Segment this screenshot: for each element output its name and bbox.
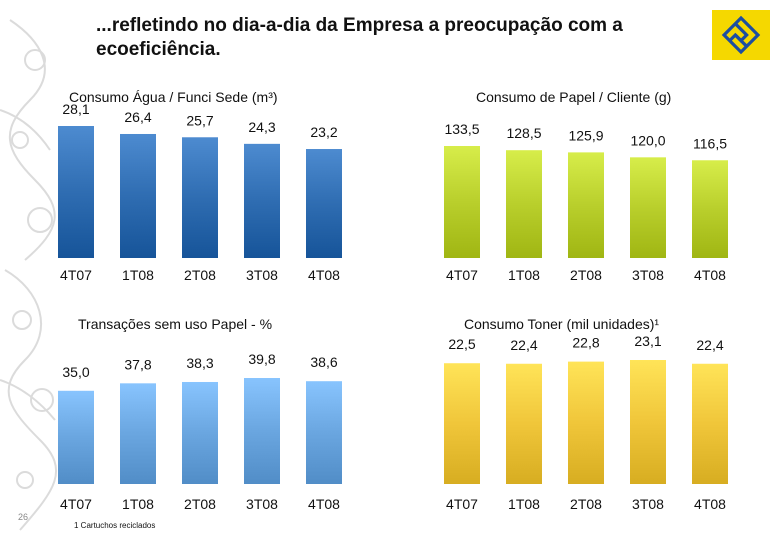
chart-transacoes-sem-papel: Transações sem uso Papel - % 35,0 4T07 37,… [50, 312, 360, 522]
bar-2T08 [568, 361, 604, 484]
value-label: 25,7 [186, 112, 213, 128]
value-label: 35,0 [62, 364, 89, 380]
category-label: 4T08 [308, 267, 340, 283]
chart-title: Consumo Toner (mil unidades)¹ [464, 316, 660, 332]
category-label: 3T08 [246, 496, 278, 512]
bar-1T08 [506, 150, 542, 258]
page-number: 26 [18, 512, 29, 522]
bar-2T08 [182, 137, 218, 258]
bar-1T08 [120, 133, 156, 258]
category-label: 1T08 [122, 267, 154, 283]
footnote: 1 Cartuchos reciclados [74, 521, 156, 530]
category-label: 2T08 [570, 267, 602, 283]
bar-4T07 [444, 363, 480, 484]
bar-4T08 [306, 149, 342, 258]
value-label: 39,8 [248, 351, 275, 367]
value-label: 38,6 [310, 354, 337, 370]
chart-consumo-papel: Consumo de Papel / Cliente (g) 133,5 4T07… [432, 86, 742, 291]
bar-4T07 [444, 146, 480, 258]
bar-1T08 [506, 363, 542, 484]
bar-4T08 [692, 160, 728, 258]
value-label: 128,5 [506, 125, 541, 141]
bar-4T08 [306, 381, 342, 484]
category-label: 1T08 [508, 267, 540, 283]
category-label: 2T08 [570, 496, 602, 512]
value-label: 37,8 [124, 356, 151, 372]
value-label: 22,4 [510, 337, 537, 353]
category-label: 4T08 [694, 496, 726, 512]
value-label: 24,3 [248, 119, 275, 135]
banco-do-brasil-logo-icon [712, 10, 770, 60]
bar-3T08 [244, 143, 280, 258]
chart-plot: 35,0 4T07 37,8 1T08 38,3 2T08 39,8 3T08 38,6 4T08 [58, 351, 342, 512]
value-label: 26,4 [124, 109, 151, 125]
category-label: 3T08 [632, 267, 664, 283]
bar-1T08 [120, 383, 156, 484]
bar-3T08 [244, 378, 280, 484]
category-label: 1T08 [122, 496, 154, 512]
value-label: 133,5 [444, 121, 479, 137]
category-label: 4T07 [60, 496, 92, 512]
category-label: 4T07 [446, 267, 478, 283]
chart-plot: 22,5 4T07 22,4 1T08 22,8 2T08 23,1 3T08 22,4 4T08 [444, 333, 728, 512]
bar-3T08 [630, 360, 666, 484]
value-label: 125,9 [568, 127, 603, 143]
value-label: 120,0 [630, 132, 665, 148]
bar-4T07 [58, 126, 94, 258]
value-label: 28,1 [62, 101, 89, 117]
value-label: 38,3 [186, 355, 213, 371]
bar-2T08 [568, 152, 604, 258]
slide-title: ...refletindo no dia-a-dia da Empresa a … [96, 15, 623, 60]
category-label: 4T08 [694, 267, 726, 283]
chart-title: Consumo Água / Funci Sede (m³) [69, 89, 278, 105]
chart-title: Transações sem uso Papel - % [78, 316, 273, 332]
chart-plot: 133,5 4T07 128,5 1T08 125,9 2T08 120,0 3T08 116,… [444, 121, 728, 283]
category-label: 4T07 [60, 267, 92, 283]
value-label: 23,2 [310, 124, 337, 140]
chart-consumo-agua: Consumo Água / Funci Sede (m³) 28,1 4T07 2… [50, 86, 360, 291]
value-label: 116,5 [693, 135, 727, 151]
category-label: 2T08 [184, 267, 216, 283]
bar-2T08 [182, 381, 218, 484]
bar-3T08 [630, 157, 666, 258]
value-label: 22,4 [696, 337, 723, 353]
chart-title: Consumo de Papel / Cliente (g) [476, 89, 672, 105]
value-label: 22,8 [572, 335, 599, 351]
category-label: 4T08 [308, 496, 340, 512]
value-label: 23,1 [634, 333, 661, 349]
value-label: 22,5 [448, 336, 475, 352]
category-label: 3T08 [246, 267, 278, 283]
category-label: 2T08 [184, 496, 216, 512]
decorative-swirl-ornament [0, 19, 58, 531]
chart-plot: 28,1 4T07 26,4 1T08 25,7 2T08 24,3 3T08 23,2 4T08 [58, 101, 342, 283]
category-label: 4T07 [446, 496, 478, 512]
category-label: 1T08 [508, 496, 540, 512]
category-label: 3T08 [632, 496, 664, 512]
bar-4T08 [692, 363, 728, 484]
chart-consumo-toner: Consumo Toner (mil unidades)¹ 22,5 4T07 22… [432, 312, 742, 522]
bar-4T07 [58, 390, 94, 484]
